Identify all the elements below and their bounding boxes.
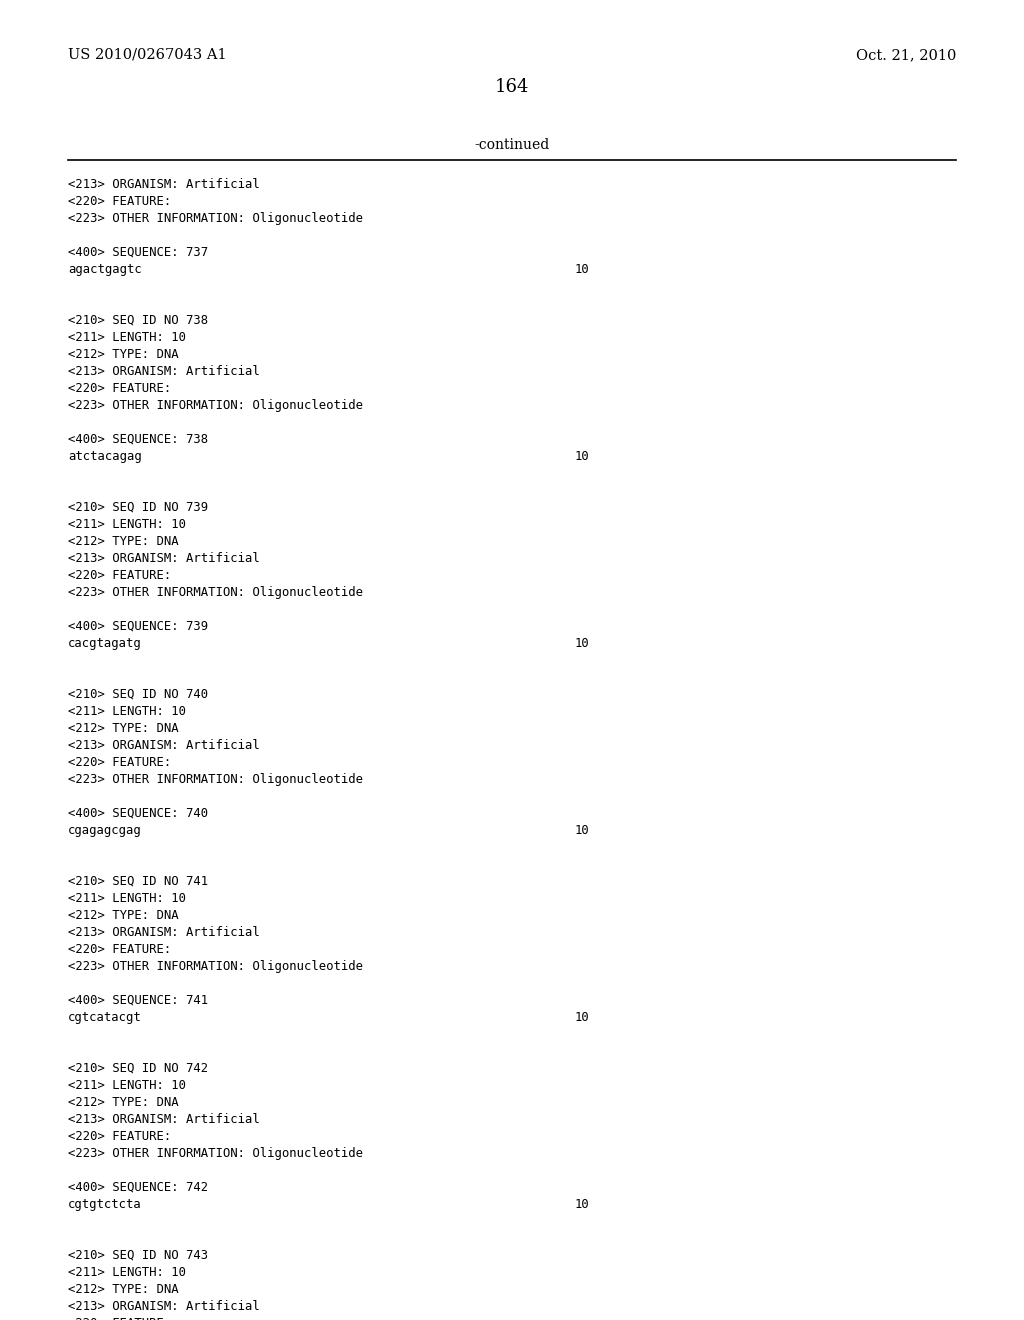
Text: <223> OTHER INFORMATION: Oligonucleotide: <223> OTHER INFORMATION: Oligonucleotide <box>68 774 362 785</box>
Text: <213> ORGANISM: Artificial: <213> ORGANISM: Artificial <box>68 1113 260 1126</box>
Text: atctacagag: atctacagag <box>68 450 141 463</box>
Text: <211> LENGTH: 10: <211> LENGTH: 10 <box>68 1266 186 1279</box>
Text: <213> ORGANISM: Artificial: <213> ORGANISM: Artificial <box>68 552 260 565</box>
Text: 10: 10 <box>575 824 590 837</box>
Text: <213> ORGANISM: Artificial: <213> ORGANISM: Artificial <box>68 739 260 752</box>
Text: <220> FEATURE:: <220> FEATURE: <box>68 381 171 395</box>
Text: <210> SEQ ID NO 740: <210> SEQ ID NO 740 <box>68 688 208 701</box>
Text: <210> SEQ ID NO 743: <210> SEQ ID NO 743 <box>68 1249 208 1262</box>
Text: <220> FEATURE:: <220> FEATURE: <box>68 1317 171 1320</box>
Text: <220> FEATURE:: <220> FEATURE: <box>68 195 171 209</box>
Text: <213> ORGANISM: Artificial: <213> ORGANISM: Artificial <box>68 366 260 378</box>
Text: <211> LENGTH: 10: <211> LENGTH: 10 <box>68 331 186 345</box>
Text: <211> LENGTH: 10: <211> LENGTH: 10 <box>68 892 186 906</box>
Text: 164: 164 <box>495 78 529 96</box>
Text: US 2010/0267043 A1: US 2010/0267043 A1 <box>68 48 226 62</box>
Text: <220> FEATURE:: <220> FEATURE: <box>68 756 171 770</box>
Text: agactgagtc: agactgagtc <box>68 263 141 276</box>
Text: -continued: -continued <box>474 139 550 152</box>
Text: <211> LENGTH: 10: <211> LENGTH: 10 <box>68 517 186 531</box>
Text: <213> ORGANISM: Artificial: <213> ORGANISM: Artificial <box>68 927 260 939</box>
Text: <210> SEQ ID NO 738: <210> SEQ ID NO 738 <box>68 314 208 327</box>
Text: 10: 10 <box>575 1011 590 1024</box>
Text: <210> SEQ ID NO 739: <210> SEQ ID NO 739 <box>68 502 208 513</box>
Text: <212> TYPE: DNA: <212> TYPE: DNA <box>68 722 178 735</box>
Text: <210> SEQ ID NO 742: <210> SEQ ID NO 742 <box>68 1063 208 1074</box>
Text: <211> LENGTH: 10: <211> LENGTH: 10 <box>68 705 186 718</box>
Text: <400> SEQUENCE: 739: <400> SEQUENCE: 739 <box>68 620 208 634</box>
Text: <220> FEATURE:: <220> FEATURE: <box>68 942 171 956</box>
Text: cgtgtctcta: cgtgtctcta <box>68 1199 141 1210</box>
Text: cgtcatacgt: cgtcatacgt <box>68 1011 141 1024</box>
Text: <220> FEATURE:: <220> FEATURE: <box>68 1130 171 1143</box>
Text: <210> SEQ ID NO 741: <210> SEQ ID NO 741 <box>68 875 208 888</box>
Text: <400> SEQUENCE: 740: <400> SEQUENCE: 740 <box>68 807 208 820</box>
Text: <223> OTHER INFORMATION: Oligonucleotide: <223> OTHER INFORMATION: Oligonucleotide <box>68 213 362 224</box>
Text: cgagagcgag: cgagagcgag <box>68 824 141 837</box>
Text: cacgtagatg: cacgtagatg <box>68 638 141 649</box>
Text: 10: 10 <box>575 1199 590 1210</box>
Text: <212> TYPE: DNA: <212> TYPE: DNA <box>68 535 178 548</box>
Text: <211> LENGTH: 10: <211> LENGTH: 10 <box>68 1078 186 1092</box>
Text: 10: 10 <box>575 450 590 463</box>
Text: <400> SEQUENCE: 738: <400> SEQUENCE: 738 <box>68 433 208 446</box>
Text: Oct. 21, 2010: Oct. 21, 2010 <box>856 48 956 62</box>
Text: <220> FEATURE:: <220> FEATURE: <box>68 569 171 582</box>
Text: <223> OTHER INFORMATION: Oligonucleotide: <223> OTHER INFORMATION: Oligonucleotide <box>68 1147 362 1160</box>
Text: <213> ORGANISM: Artificial: <213> ORGANISM: Artificial <box>68 178 260 191</box>
Text: <223> OTHER INFORMATION: Oligonucleotide: <223> OTHER INFORMATION: Oligonucleotide <box>68 399 362 412</box>
Text: <223> OTHER INFORMATION: Oligonucleotide: <223> OTHER INFORMATION: Oligonucleotide <box>68 960 362 973</box>
Text: <212> TYPE: DNA: <212> TYPE: DNA <box>68 909 178 921</box>
Text: <400> SEQUENCE: 741: <400> SEQUENCE: 741 <box>68 994 208 1007</box>
Text: 10: 10 <box>575 263 590 276</box>
Text: <223> OTHER INFORMATION: Oligonucleotide: <223> OTHER INFORMATION: Oligonucleotide <box>68 586 362 599</box>
Text: <212> TYPE: DNA: <212> TYPE: DNA <box>68 348 178 360</box>
Text: <400> SEQUENCE: 737: <400> SEQUENCE: 737 <box>68 246 208 259</box>
Text: <212> TYPE: DNA: <212> TYPE: DNA <box>68 1096 178 1109</box>
Text: <400> SEQUENCE: 742: <400> SEQUENCE: 742 <box>68 1181 208 1195</box>
Text: 10: 10 <box>575 638 590 649</box>
Text: <212> TYPE: DNA: <212> TYPE: DNA <box>68 1283 178 1296</box>
Text: <213> ORGANISM: Artificial: <213> ORGANISM: Artificial <box>68 1300 260 1313</box>
